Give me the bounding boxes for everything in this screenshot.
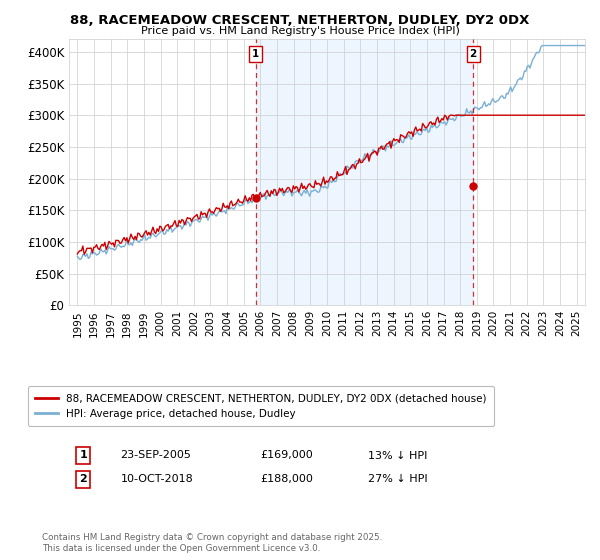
Text: 23-SEP-2005: 23-SEP-2005 [121,450,191,460]
Text: 27% ↓ HPI: 27% ↓ HPI [368,474,428,484]
Text: 10-OCT-2018: 10-OCT-2018 [121,474,193,484]
Text: 1: 1 [253,49,260,59]
Text: 1: 1 [79,450,87,460]
Text: 13% ↓ HPI: 13% ↓ HPI [368,450,428,460]
Text: £169,000: £169,000 [260,450,313,460]
Text: Contains HM Land Registry data © Crown copyright and database right 2025.
This d: Contains HM Land Registry data © Crown c… [42,533,382,553]
Text: Price paid vs. HM Land Registry's House Price Index (HPI): Price paid vs. HM Land Registry's House … [140,26,460,36]
Text: 88, RACEMEADOW CRESCENT, NETHERTON, DUDLEY, DY2 0DX: 88, RACEMEADOW CRESCENT, NETHERTON, DUDL… [70,14,530,27]
Bar [256,39,473,305]
Legend: 88, RACEMEADOW CRESCENT, NETHERTON, DUDLEY, DY2 0DX (detached house), HPI: Avera: 88, RACEMEADOW CRESCENT, NETHERTON, DUDL… [28,386,494,426]
Text: 2: 2 [470,49,477,59]
Text: £188,000: £188,000 [260,474,313,484]
Text: 2: 2 [79,474,87,484]
